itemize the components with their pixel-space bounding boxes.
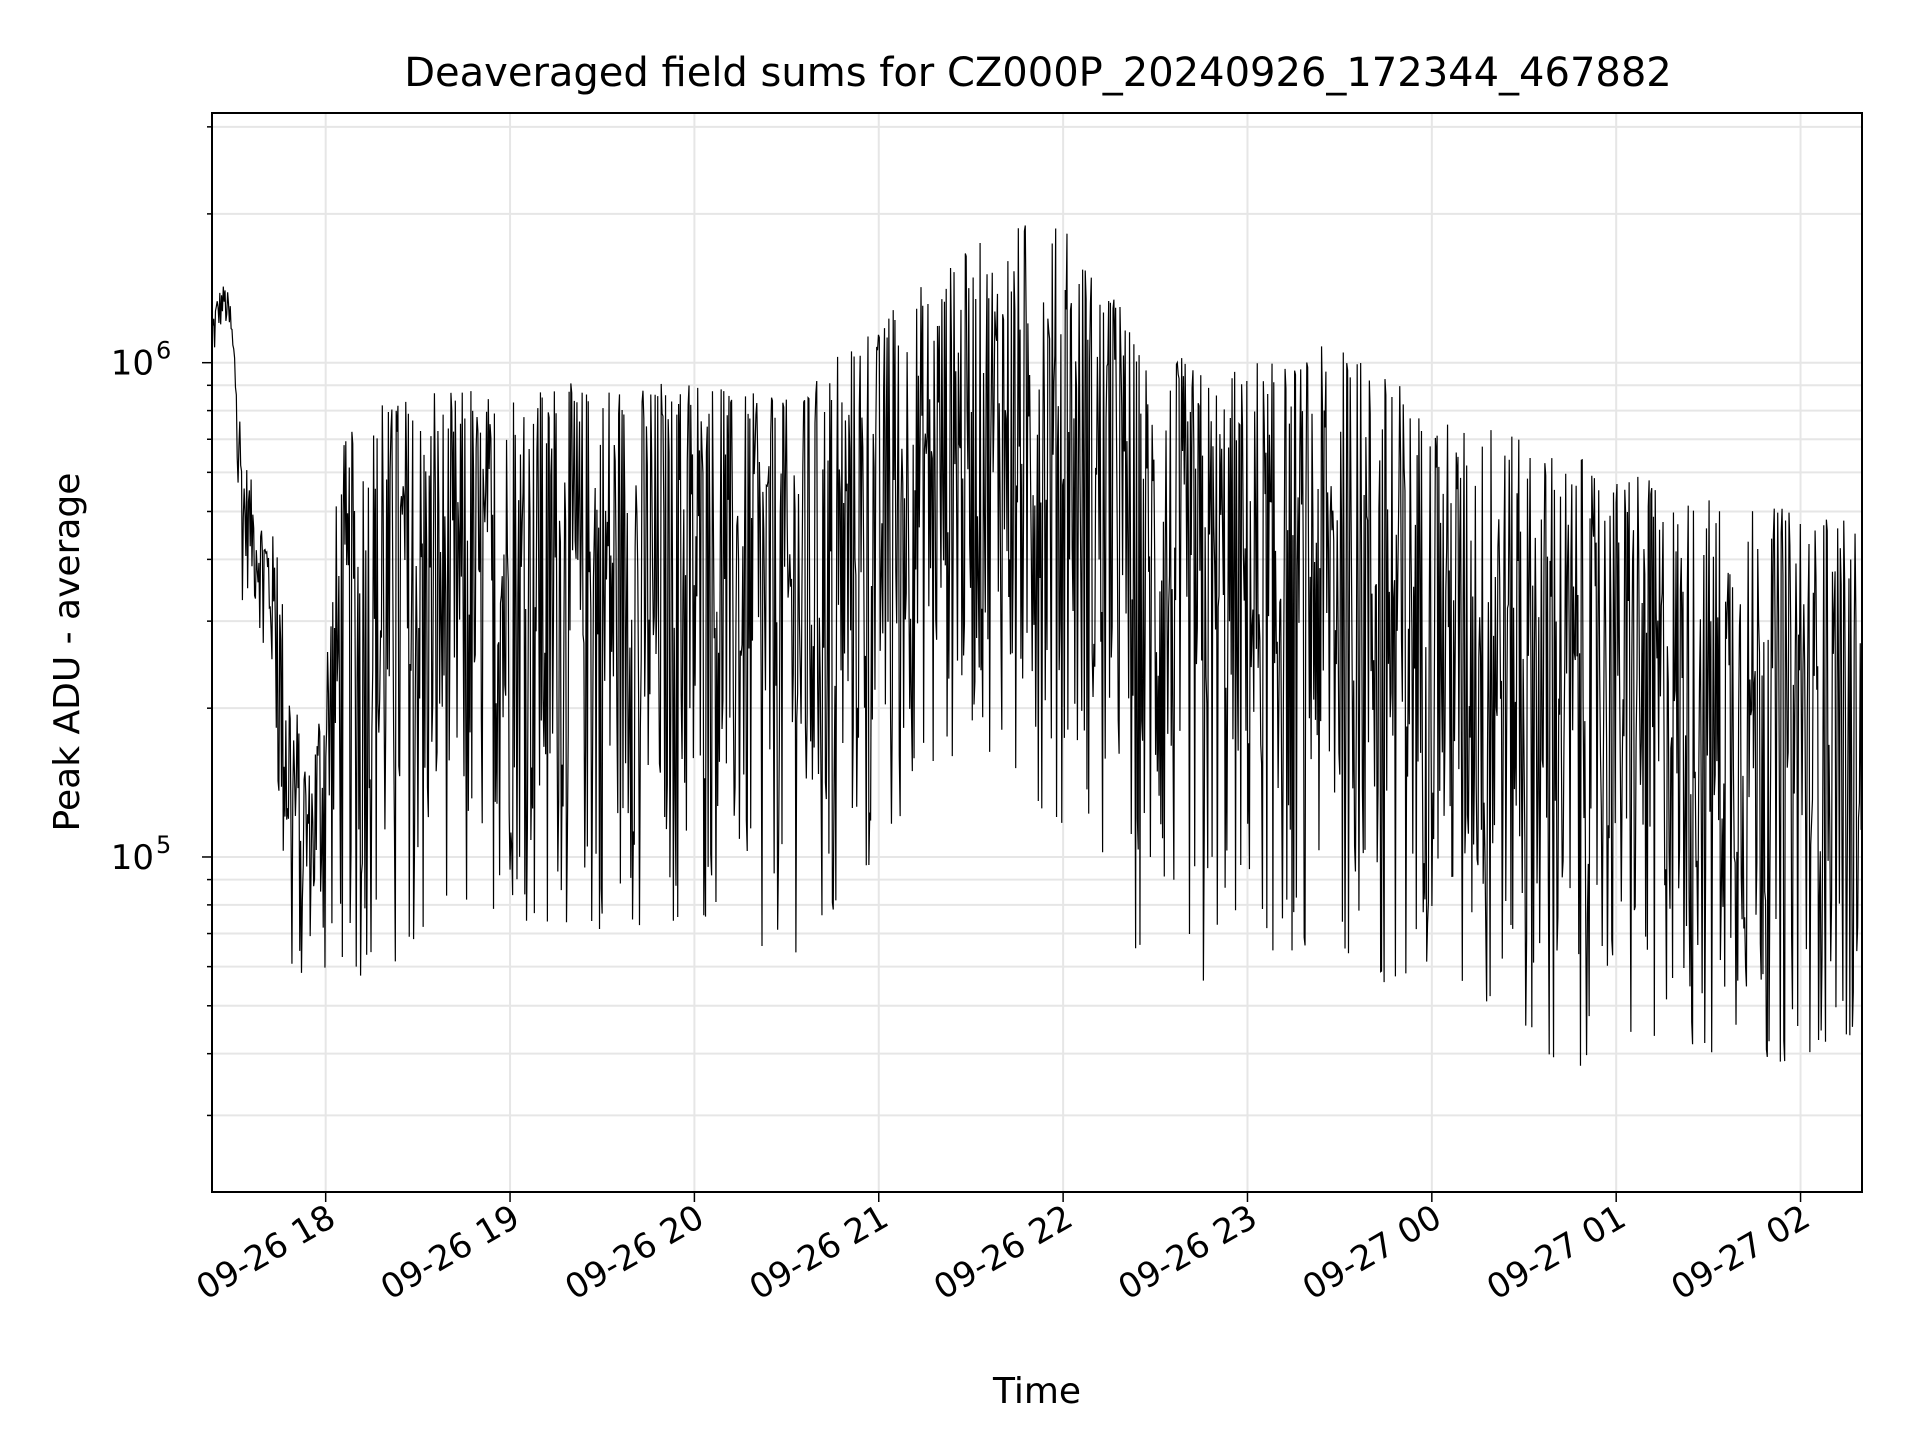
y-tick-label: 10	[111, 838, 154, 878]
y-axis-label: Peak ADU - average	[47, 473, 88, 832]
y-tick-exponent: 5	[156, 831, 171, 859]
plot-frame	[211, 112, 1863, 1193]
chart-title: Deaveraged field sums for CZ000P_2024092…	[404, 50, 1672, 96]
series-line	[211, 225, 1863, 1066]
y-tick-label: 10	[111, 344, 154, 384]
data-layer	[211, 225, 1863, 1066]
y-tick-exponent: 6	[156, 337, 171, 365]
x-axis-label: Time	[992, 1371, 1081, 1412]
